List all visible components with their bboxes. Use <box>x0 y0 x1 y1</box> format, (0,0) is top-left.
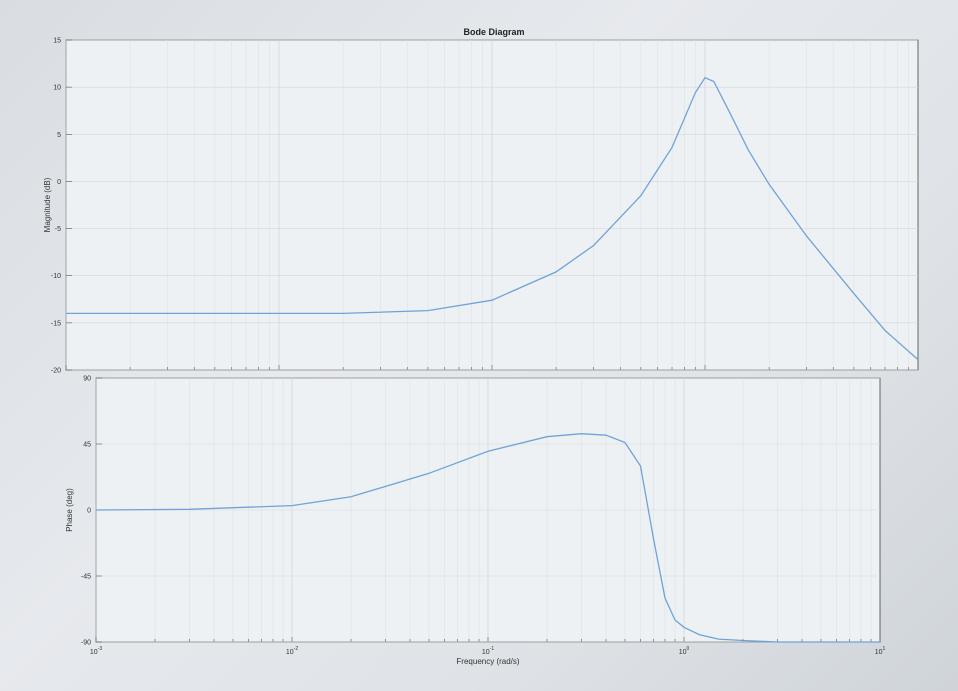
phase-y-tick-label: 90 <box>83 376 91 383</box>
magnitude-y-tick-label: -10 <box>51 273 61 280</box>
x-tick-label: 10-3 <box>90 646 102 656</box>
x-tick-label: 101 <box>875 646 886 656</box>
phase-y-tick-label: -45 <box>81 574 91 581</box>
x-tick-label: 100 <box>679 646 690 656</box>
magnitude-y-tick-label: -20 <box>51 368 61 375</box>
x-tick-label: 10-1 <box>482 646 494 656</box>
phase-y-tick-label: -90 <box>81 640 91 647</box>
magnitude-series-line <box>66 76 919 361</box>
phase-series-line <box>95 433 880 643</box>
phase-y-tick-label: 45 <box>83 442 91 449</box>
phase-y-tick-label: 0 <box>87 508 91 515</box>
x-axis-label: Frequency (rad/s) <box>456 657 519 666</box>
magnitude-y-tick-label: 0 <box>57 179 61 186</box>
phase-ylabel: Phase (deg) <box>65 488 74 532</box>
magnitude-plot: Magnitude (dB) 15 10 5 0 -5 -10 -15 -20 <box>43 38 919 375</box>
magnitude-y-tick-label: -15 <box>51 320 61 327</box>
magnitude-y-tick-label: 10 <box>53 85 61 92</box>
x-tick-label: 10-2 <box>286 646 298 656</box>
magnitude-y-tick-label: 15 <box>53 38 61 45</box>
magnitude-ylabel: Magnitude (dB) <box>43 177 52 232</box>
magnitude-y-tick-label: 5 <box>57 132 61 139</box>
magnitude-y-tick-label: -5 <box>55 226 61 233</box>
chart-title: Bode Diagram <box>463 27 524 37</box>
